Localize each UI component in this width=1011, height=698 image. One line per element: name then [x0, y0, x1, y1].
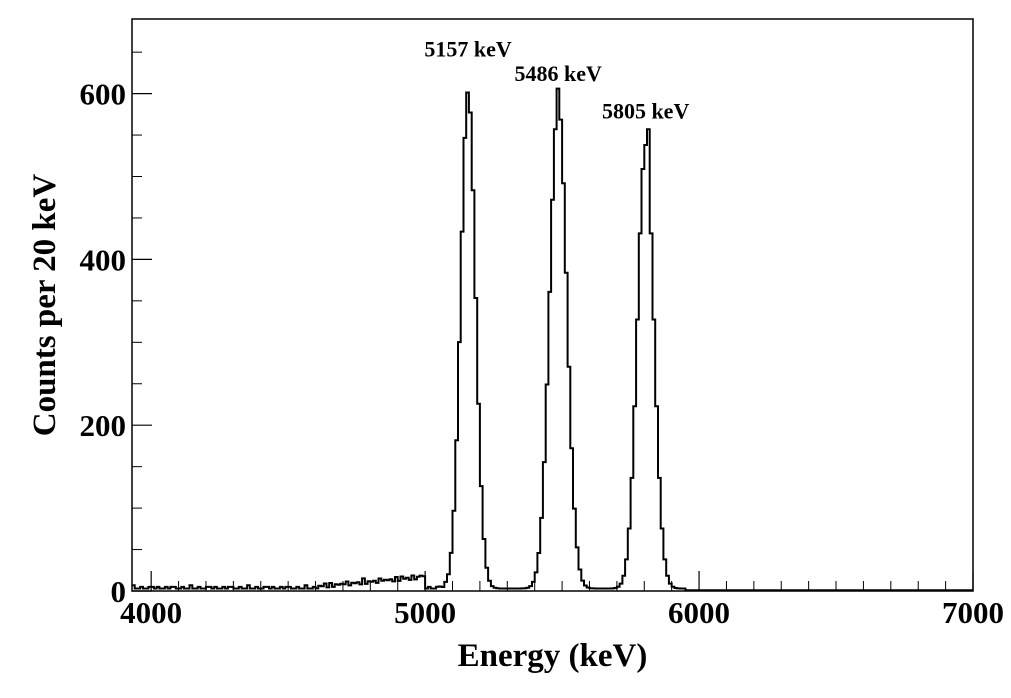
y-tick-label: 400 [80, 242, 127, 277]
plot-frame [131, 18, 974, 592]
y-tick-label: 200 [80, 408, 127, 443]
x-tick-label: 5000 [394, 595, 456, 630]
y-tick-label: 600 [80, 77, 127, 112]
x-tick-label: 4000 [120, 595, 182, 630]
y-axis-title: Counts per 20 keV [27, 174, 63, 437]
spectrum-histogram-line [132, 87, 973, 592]
x-tick-label: 6000 [668, 595, 730, 630]
peak-label: 5157 keV [424, 36, 512, 61]
y-tick-label: 0 [111, 574, 127, 609]
x-axis-title: Energy (keV) [458, 638, 648, 674]
x-tick-label: 7000 [942, 595, 1004, 630]
peak-label: 5486 keV [515, 61, 603, 86]
peak-label: 5805 keV [602, 98, 690, 123]
